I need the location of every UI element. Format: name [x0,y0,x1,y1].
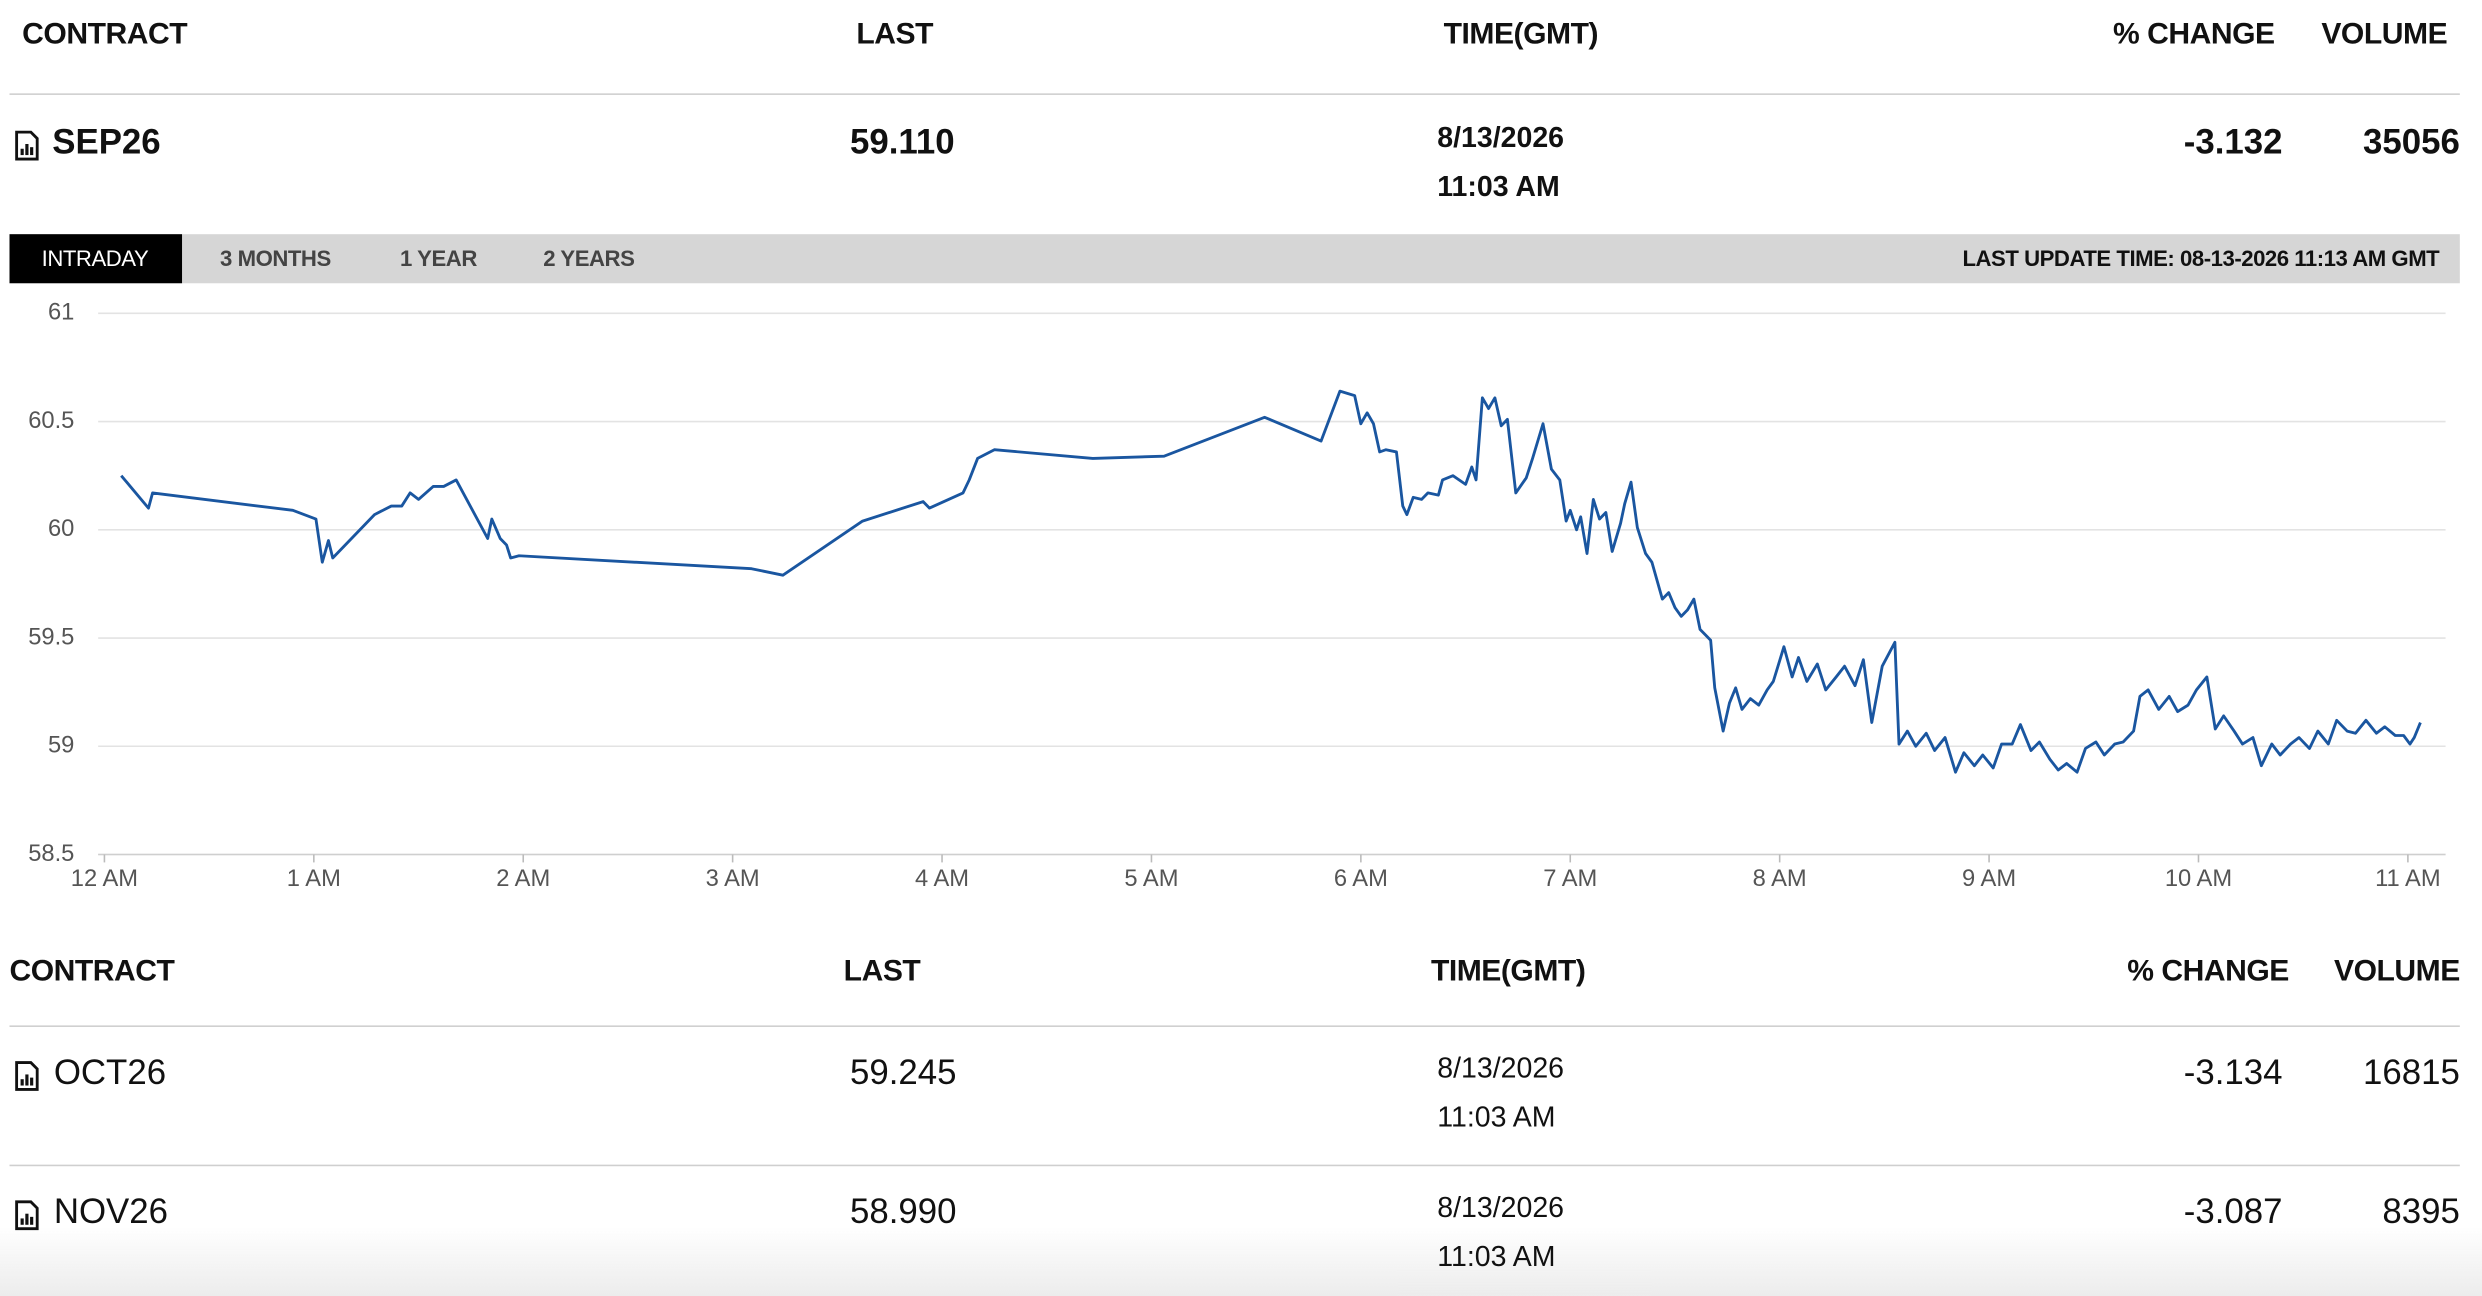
x-tick-label: 3 AM [706,866,760,892]
time: 11:03 AM [1437,170,1560,203]
x-tick-label: 1 AM [287,866,341,892]
y-tick-label: 59 [48,733,74,759]
x-tick-label: 10 AM [2165,866,2232,892]
y-tick-label: 60.5 [28,408,74,434]
divider [9,93,2460,95]
volume: 8395 [2382,1191,2460,1232]
tab[interactable]: 1 YEAR [400,245,477,271]
tab[interactable]: 2 YEARS [543,245,635,271]
divider [9,1164,2460,1167]
column-header: TIME(GMT) [1443,18,1599,52]
time: 11:03 AM [1437,1240,1556,1273]
date: 8/13/2026 [1437,1052,1565,1084]
last-price: 58.990 [850,1191,957,1232]
x-tick-label: 9 AM [1962,866,2016,892]
chart-icon[interactable] [14,1060,39,1092]
volume: 35056 [2362,121,2460,162]
price-line [120,389,2422,774]
x-tick-label: 6 AM [1334,866,1388,892]
column-header: VOLUME [2334,954,2460,989]
contract[interactable]: NOV26 [53,1191,169,1232]
time: 11:03 AM [1437,1101,1556,1133]
contract[interactable]: OCT26 [53,1052,167,1092]
chart-icon[interactable] [14,130,39,162]
x-tick-label: 8 AM [1753,866,1807,892]
percent-change: -3.132 [2183,121,2283,162]
last-update: LAST UPDATE TIME: 08-13-2026 11:13 AM GM… [1962,245,2440,271]
column-header: TIME(GMT) [1430,954,1586,989]
selected-tab-bg [9,234,183,284]
tab[interactable]: INTRADAY [41,245,149,271]
column-header: LAST [843,954,921,989]
percent-change: -3.134 [2183,1052,2283,1092]
y-tick-label: 58.5 [28,841,74,867]
divider [9,1025,2460,1027]
x-tick-label: 11 AM [2375,866,2440,892]
tab[interactable]: 3 MONTHS [220,245,331,271]
x-tick-label: 2 AM [496,866,550,892]
date: 8/13/2026 [1437,1191,1565,1224]
last-price: 59.110 [850,121,955,162]
column-header: % CHANGE [2112,18,2275,52]
column-header: % CHANGE [2127,954,2289,989]
column-header: LAST [856,18,933,52]
y-tick-label: 59.5 [28,624,74,650]
tab-bar [9,234,2460,284]
bottom-fade [0,1226,2482,1296]
last-price: 59.245 [850,1052,957,1092]
y-tick-label: 60 [48,516,74,542]
x-tick-label: 4 AM [915,866,969,892]
column-header: VOLUME [2321,18,2448,52]
percent-change: -3.087 [2183,1191,2283,1232]
volume: 16815 [2362,1052,2460,1092]
contract[interactable]: SEP26 [52,121,161,162]
x-tick-label: 5 AM [1124,866,1178,892]
column-header: CONTRACT [9,954,175,989]
y-tick-label: 61 [48,300,74,326]
date: 8/13/2026 [1437,121,1565,154]
column-header: CONTRACT [22,18,188,52]
x-tick-label: 12 AM [71,866,138,892]
chart-icon[interactable] [14,1199,39,1231]
x-tick-label: 7 AM [1543,866,1597,892]
